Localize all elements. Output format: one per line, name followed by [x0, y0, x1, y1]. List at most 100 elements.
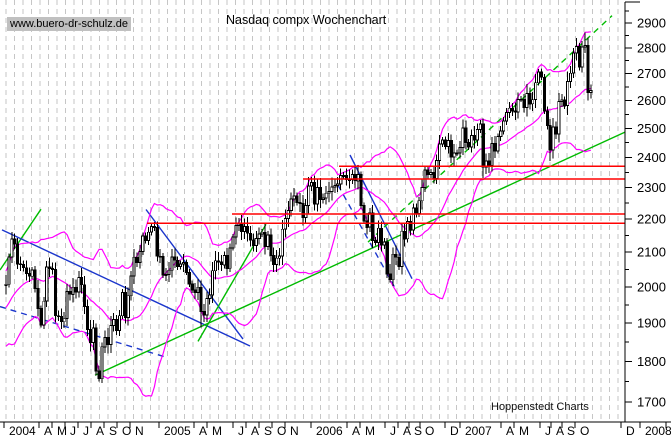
- watermark-label: Hoppenstedt Charts: [491, 401, 589, 413]
- trendline-downtrend-2004-inner: [0, 305, 166, 358]
- y-tick-label: 2500: [637, 121, 666, 136]
- x-tick-label: N: [135, 424, 144, 438]
- candle-down: [385, 241, 389, 275]
- candle-down: [472, 135, 477, 141]
- candle-up: [228, 247, 232, 269]
- candle-up: [277, 255, 282, 259]
- candle-down: [408, 220, 413, 231]
- yaxis-layer: 1700 1800 1900 2000 2100 2200 2300 2400 2500 2600…: [624, 1, 666, 422]
- candle-down: [545, 110, 549, 126]
- candle-down: [251, 239, 255, 246]
- candle-up: [536, 71, 541, 84]
- candle-up: [504, 111, 509, 122]
- candle-down: [135, 256, 139, 263]
- candle-up: [406, 220, 410, 240]
- candle-up: [237, 223, 241, 227]
- candle-up: [307, 185, 311, 206]
- y-tick-label: 2900: [637, 16, 666, 31]
- candle-up: [289, 198, 293, 211]
- candle-up: [455, 152, 459, 155]
- trendline-downtrend-2006-inner: [337, 184, 396, 289]
- candle-down: [245, 225, 250, 234]
- candle-down: [144, 235, 148, 241]
- candle-up: [138, 251, 142, 263]
- x-tick-label: A: [556, 424, 564, 438]
- candle-up: [231, 236, 235, 249]
- candle-up: [167, 269, 171, 275]
- candle-up: [213, 260, 218, 272]
- x-tick-label: J: [545, 424, 551, 438]
- candle-down: [68, 290, 72, 295]
- candle-up: [566, 80, 570, 107]
- candle-up: [531, 99, 535, 105]
- x-tick-label: O: [425, 424, 434, 438]
- trendline-downtrend-2004-major: [1, 229, 251, 347]
- x-tick-label: S: [109, 424, 117, 438]
- candle-down: [48, 266, 52, 270]
- candle-down: [414, 207, 418, 214]
- candle-down: [240, 223, 244, 232]
- candle-down: [123, 292, 127, 319]
- candle-up: [117, 315, 122, 332]
- candle-up: [507, 107, 511, 113]
- candle-up: [112, 319, 116, 326]
- candle-up: [309, 181, 314, 187]
- candle-up: [519, 98, 523, 101]
- y-tick-label: 2300: [637, 180, 666, 195]
- trendline-downtrend-2005: [145, 209, 244, 340]
- x-tick-label: A: [352, 424, 360, 438]
- candle-up: [560, 99, 564, 103]
- candle-up: [400, 230, 404, 267]
- candle-up: [129, 275, 133, 297]
- candle-down: [184, 261, 188, 273]
- candle-down: [193, 289, 197, 293]
- candle-up: [336, 183, 340, 187]
- candle-down: [365, 220, 369, 228]
- candle-up: [71, 286, 75, 295]
- x-tick-label: J: [83, 424, 89, 438]
- candle-down: [74, 286, 78, 293]
- candle-up: [205, 298, 209, 316]
- x-tick-label: 2006: [316, 424, 343, 438]
- candle-up: [327, 191, 331, 194]
- candle-down: [53, 268, 58, 317]
- candle-down: [24, 267, 28, 274]
- res-layer: [147, 165, 625, 225]
- candle-up: [324, 192, 328, 199]
- x-tick-label: M: [519, 424, 529, 438]
- chart-title: Nasdaq compx Wochenchart: [226, 13, 387, 27]
- candle-up: [10, 238, 14, 258]
- candle-down: [394, 253, 398, 258]
- candle-down: [318, 186, 322, 200]
- candle-down: [298, 202, 302, 205]
- y-tick-label: 2000: [637, 279, 666, 294]
- candle-down: [563, 99, 567, 107]
- candle-down: [187, 271, 191, 285]
- candle-down: [403, 230, 407, 240]
- candle-down: [202, 310, 206, 316]
- candle-down: [80, 277, 84, 286]
- x-tick-label: 2008: [645, 424, 671, 438]
- candle-up: [368, 212, 372, 228]
- candle-up: [149, 225, 154, 233]
- candle-down: [199, 286, 203, 312]
- candle-down: [481, 123, 485, 168]
- candle-down: [312, 181, 317, 205]
- candle-down: [269, 234, 273, 257]
- x-tick-label: S: [414, 424, 422, 438]
- candle-down: [586, 44, 590, 94]
- candle-up: [4, 283, 8, 287]
- x-tick-label: S: [567, 424, 575, 438]
- candle-up: [475, 129, 479, 141]
- x-tick-label: 2004: [9, 424, 36, 438]
- candle-down: [225, 255, 229, 269]
- candle-up: [275, 257, 279, 265]
- candle-up: [490, 142, 494, 167]
- candle-up: [196, 286, 200, 293]
- candle-down: [353, 173, 357, 182]
- trendline-uptrend-2004-steep: [0, 208, 42, 271]
- candle-up: [333, 185, 337, 188]
- candle-up: [411, 207, 415, 231]
- candle-down: [27, 272, 31, 277]
